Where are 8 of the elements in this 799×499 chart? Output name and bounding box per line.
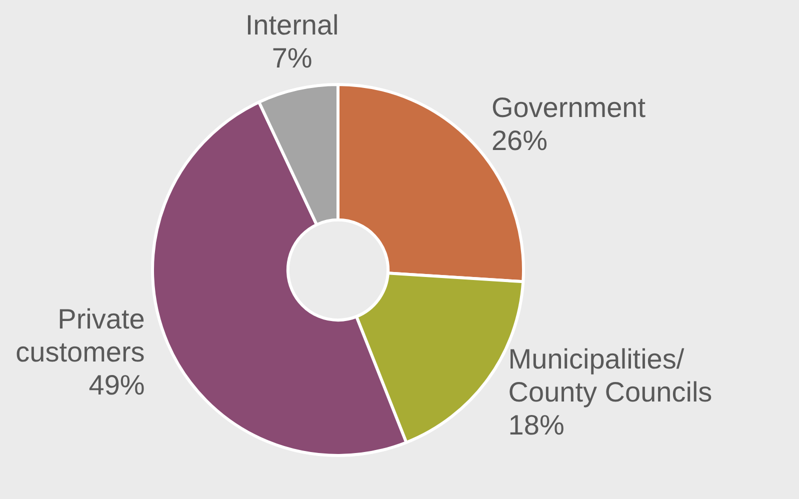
data-label: 18% [508,409,564,440]
data-label: 26% [491,125,548,156]
data-label: 7% [272,42,312,74]
slice-label: Private customers [16,303,145,368]
data-label: 49% [88,369,145,400]
slice-label: Municipalities/ County Councils [508,343,712,408]
slice-label: Internal [245,9,339,40]
slice-label: Government [491,92,646,124]
